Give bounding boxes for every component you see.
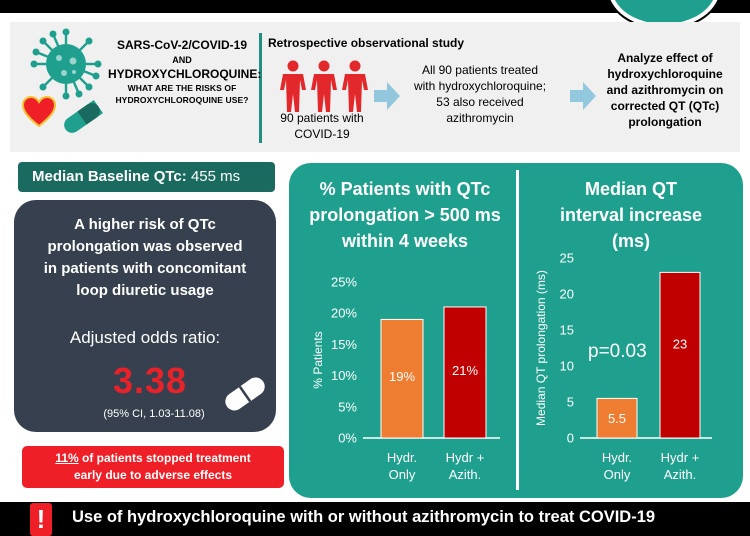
y-tick-label: 25% bbox=[331, 275, 357, 290]
treatment-line: with hydroxychloroquine; bbox=[413, 79, 547, 93]
exclamation-icon: ! bbox=[30, 503, 52, 536]
chart-title-line: prolongation > 500 ms bbox=[309, 205, 501, 225]
arrow-right-icon bbox=[570, 82, 596, 110]
chart-title-qtc-prolongation: % Patients with QTc prolongation > 500 m… bbox=[296, 176, 514, 254]
footer-text: Use of hydroxychloroquine with or withou… bbox=[72, 508, 656, 526]
chart-title-line: Median QT bbox=[584, 179, 677, 199]
question-subline: WHAT ARE THE RISKS OF bbox=[127, 83, 237, 93]
patients-line: 90 patients with bbox=[280, 111, 364, 125]
x-tick-label: Azith. bbox=[664, 467, 697, 482]
y-tick-label: 0% bbox=[338, 431, 357, 446]
data-label: 5.5 bbox=[608, 411, 626, 426]
capsule-icon bbox=[225, 377, 265, 411]
person-icon bbox=[342, 60, 368, 112]
patients-line: COVID-19 bbox=[294, 127, 350, 141]
bar bbox=[443, 306, 487, 439]
y-axis-label: Median QT prolongation (ms) bbox=[534, 270, 548, 426]
x-tick-label: Hydr + bbox=[661, 450, 700, 465]
y-tick-label: 0 bbox=[567, 431, 574, 446]
question-and: AND bbox=[172, 55, 192, 65]
risk-finding-text: A higher risk of QTc prolongation was ob… bbox=[22, 214, 268, 302]
question-line: HYDROXYCHLOROQUINE: bbox=[108, 67, 262, 81]
aim-line: corrected QT (QTc) bbox=[610, 99, 720, 113]
y-tick-label: 10% bbox=[331, 368, 357, 383]
study-summary-panel bbox=[10, 22, 740, 152]
y-tick-label: 5% bbox=[338, 399, 357, 414]
y-tick-label: 20 bbox=[560, 287, 574, 302]
chart-title-line: within 4 weeks bbox=[341, 231, 469, 251]
study-question: SARS-CoV-2/COVID-19 AND HYDROXYCHLOROQUI… bbox=[108, 38, 262, 105]
footer-bar bbox=[0, 502, 750, 536]
chart-title-line: (ms) bbox=[611, 231, 650, 251]
risk-line: loop diuretic usage bbox=[76, 282, 214, 299]
chart-title-line: % Patients with QTc bbox=[319, 179, 491, 199]
chart-title-line: interval increase bbox=[559, 205, 703, 225]
bar bbox=[380, 318, 424, 439]
x-tick-label: Only bbox=[604, 467, 631, 482]
aim-line: and azithromycin on bbox=[606, 83, 724, 97]
odds-ratio-label: Adjusted odds ratio: bbox=[69, 328, 221, 347]
adverse-line-1: 11% of patients stopped treatment bbox=[22, 450, 284, 467]
adverse-percent: 11% bbox=[55, 451, 79, 465]
risk-finding-panel: A higher risk of QTc prolongation was ob… bbox=[14, 200, 276, 432]
bar bbox=[596, 397, 638, 439]
arrow-right-icon bbox=[374, 82, 400, 110]
x-tick-label: Azith. bbox=[449, 467, 482, 482]
treatment-line: azithromycin bbox=[446, 111, 514, 125]
baseline-value: 455 ms bbox=[190, 168, 241, 185]
question-line: SARS-CoV-2/COVID-19 bbox=[116, 38, 248, 52]
baseline-qtc-badge: Median Baseline QTc: 455 ms bbox=[18, 162, 275, 192]
chart-separator bbox=[516, 170, 519, 490]
study-aim: Analyze effect of hydroxychloroquine and… bbox=[594, 50, 736, 130]
y-tick-label: 15 bbox=[560, 323, 574, 338]
patients-group-icon bbox=[280, 60, 368, 112]
top-banner bbox=[0, 0, 750, 13]
y-tick-label: 5 bbox=[567, 395, 574, 410]
adverse-line-2: early due to adverse effects bbox=[73, 468, 233, 482]
data-label: 19% bbox=[389, 369, 415, 384]
y-tick-label: 20% bbox=[331, 306, 357, 321]
confidence-interval: (95% CI, 1.03-11.08) bbox=[103, 408, 205, 420]
person-icon bbox=[280, 60, 306, 112]
data-label: 21% bbox=[452, 363, 478, 378]
patients-count: 90 patients with COVID-19 bbox=[266, 110, 378, 142]
treatment-line: 53 also received bbox=[436, 95, 524, 109]
x-tick-label: Hydr. bbox=[387, 450, 417, 465]
heart-icon bbox=[22, 96, 56, 128]
risk-line: A higher risk of QTc bbox=[74, 216, 216, 233]
section-divider bbox=[259, 33, 262, 143]
x-tick-label: Hydr. bbox=[602, 450, 632, 465]
virus-icon bbox=[30, 28, 102, 100]
risk-line: prolongation was observed bbox=[47, 238, 243, 255]
y-tick-label: 25 bbox=[560, 251, 574, 266]
baseline-label: Median Baseline QTc: bbox=[32, 168, 187, 185]
adverse-text: of patients stopped treatment bbox=[78, 451, 251, 465]
chart-title-qt-increase: Median QT interval increase (ms) bbox=[526, 176, 736, 254]
treatment-line: All 90 patients treated bbox=[421, 63, 539, 77]
capsule-icon bbox=[64, 99, 103, 133]
x-tick-label: Only bbox=[389, 467, 416, 482]
y-tick-label: 15% bbox=[331, 337, 357, 352]
aim-line: Analyze effect of bbox=[617, 51, 713, 65]
aim-line: prolongation bbox=[628, 115, 702, 129]
person-icon bbox=[311, 60, 337, 112]
y-axis-label: % Patients bbox=[311, 331, 325, 388]
y-tick-label: 10 bbox=[560, 359, 574, 374]
data-label: 23 bbox=[673, 337, 687, 352]
aim-line: hydroxychloroquine bbox=[607, 67, 723, 81]
p-value-annotation: p=0.03 bbox=[588, 341, 647, 362]
question-subline: HYDROXYCHLOROQUINE USE? bbox=[115, 95, 249, 105]
adverse-effects-banner: 11% of patients stopped treatment early … bbox=[22, 446, 284, 488]
x-tick-label: Hydr + bbox=[446, 450, 485, 465]
treatment-description: All 90 patients treated with hydroxychlo… bbox=[400, 62, 560, 126]
study-type-label: Retrospective observational study bbox=[268, 36, 465, 50]
bar bbox=[659, 271, 701, 439]
odds-ratio-value: 3.38 bbox=[112, 360, 188, 401]
risk-line: in patients with concomitant bbox=[43, 260, 247, 277]
